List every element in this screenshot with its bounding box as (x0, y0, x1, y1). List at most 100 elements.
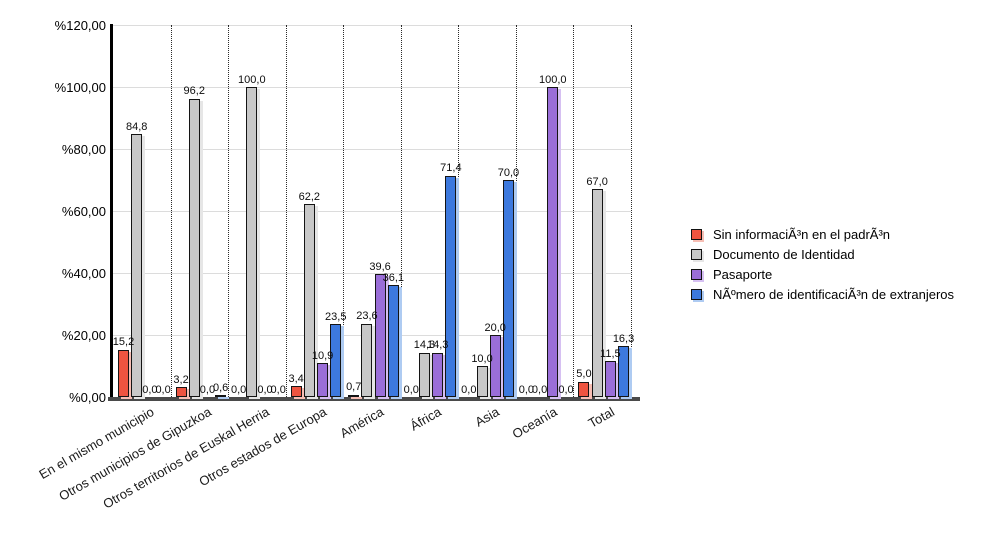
bar (502, 180, 514, 397)
category-separator (631, 25, 632, 397)
category-separator (400, 25, 402, 397)
bar (175, 387, 187, 397)
legend-label: Pasaporte (713, 266, 773, 282)
value-label: 11,5 (600, 347, 621, 360)
bar (188, 98, 200, 397)
y-tick-label: %40,00 (61, 265, 106, 281)
value-label: 96,2 (183, 85, 205, 98)
gridline (111, 148, 631, 150)
bar (418, 352, 430, 397)
category-separator (170, 25, 172, 397)
value-label: 10,0 (471, 352, 493, 365)
value-label: 0,0 (142, 383, 158, 396)
value-label: 15,2 (112, 336, 135, 349)
x-category-label: Oceanía (509, 404, 560, 442)
bar (131, 134, 143, 397)
value-label: 3,4 (288, 372, 304, 385)
value-label: 10,9 (311, 349, 334, 362)
value-label: 20,0 (484, 321, 506, 334)
bar (361, 323, 373, 397)
bar (476, 366, 488, 397)
value-label: 36,1 (382, 271, 405, 284)
value-label: 0,0 (155, 383, 171, 396)
bar (246, 87, 258, 397)
value-label: 62,2 (298, 190, 321, 203)
bar (303, 204, 315, 397)
value-label: 23,5 (325, 310, 347, 323)
value-label: 0,7 (346, 381, 362, 394)
value-label: 0,0 (558, 383, 574, 396)
bar (374, 274, 386, 397)
value-label: 23,6 (356, 310, 378, 323)
bar (445, 175, 457, 397)
x-category-label: América (337, 404, 387, 441)
bar (432, 352, 444, 397)
value-label: 14,3 (426, 339, 449, 352)
legend-item: Pasaporte (691, 264, 954, 284)
legend-swatch-icon (691, 248, 702, 260)
value-label: 14,3 (413, 339, 436, 352)
legend: Sin informaciÃ³n en el padrÃ³n Documento… (691, 224, 954, 304)
value-label: 71,4 (440, 162, 462, 175)
value-label: 0,0 (518, 383, 535, 396)
category-separator (515, 25, 517, 397)
bar (118, 349, 129, 397)
legend-swatch-icon (691, 288, 702, 300)
value-label: 0,0 (461, 383, 477, 396)
gridline (111, 210, 631, 212)
value-label: 0,0 (230, 383, 247, 396)
legend-swatch-icon (691, 228, 702, 240)
gridline (111, 272, 631, 274)
value-label: 84,8 (125, 120, 148, 133)
value-label: 3,2 (173, 373, 189, 386)
gridline (111, 86, 631, 88)
y-tick-label: %100,00 (54, 79, 106, 95)
value-label: 70,0 (497, 166, 520, 179)
bar (591, 189, 603, 397)
value-label: 0,6 (212, 381, 229, 394)
x-axis-line (108, 397, 640, 401)
value-label: 0,0 (199, 383, 216, 396)
category-separator (285, 25, 287, 397)
bar (317, 363, 329, 397)
gridline (111, 24, 631, 26)
value-label: 67,0 (586, 175, 608, 188)
legend-item: Documento de Identidad (691, 244, 954, 264)
legend-label: NÃºmero de identificaciÃ³n de extranjero… (713, 286, 955, 302)
x-category-label: África (407, 404, 445, 434)
bar (348, 394, 360, 397)
category-separator (343, 25, 345, 397)
category-separator (573, 25, 575, 397)
value-label: 100,0 (539, 73, 567, 86)
y-tick-label: %60,00 (61, 203, 106, 219)
value-label: 100,0 (238, 73, 266, 86)
value-label: 5,0 (576, 368, 592, 380)
x-category-label: Total (585, 404, 617, 431)
y-tick-label: %20,00 (61, 327, 106, 343)
legend-swatch-icon (691, 268, 702, 280)
x-category-label: Asia (472, 404, 502, 430)
bar (578, 381, 590, 397)
y-tick-label: %80,00 (61, 141, 106, 157)
bar (547, 87, 559, 397)
y-tick-label: %120,00 (54, 17, 106, 33)
bar (290, 386, 302, 397)
y-tick-label: %0,00 (69, 389, 106, 405)
legend-label: Documento de Identidad (713, 246, 855, 262)
category-separator (458, 25, 460, 397)
value-label: 0,0 (257, 383, 273, 396)
legend-item: NÃºmero de identificaciÃ³n de extranjero… (691, 284, 954, 304)
value-label: 0,0 (531, 383, 548, 396)
bar (618, 346, 630, 397)
y-axis-line (110, 24, 113, 401)
legend-label: Sin informaciÃ³n en el padrÃ³n (713, 226, 891, 242)
value-label: 0,0 (270, 383, 286, 396)
bar (604, 361, 616, 397)
bar (215, 395, 227, 398)
bar (387, 285, 399, 397)
bar (489, 335, 501, 397)
legend-item: Sin informaciÃ³n en el padrÃ³n (691, 224, 954, 244)
value-label: 39,6 (369, 260, 391, 273)
category-separator (228, 25, 230, 397)
